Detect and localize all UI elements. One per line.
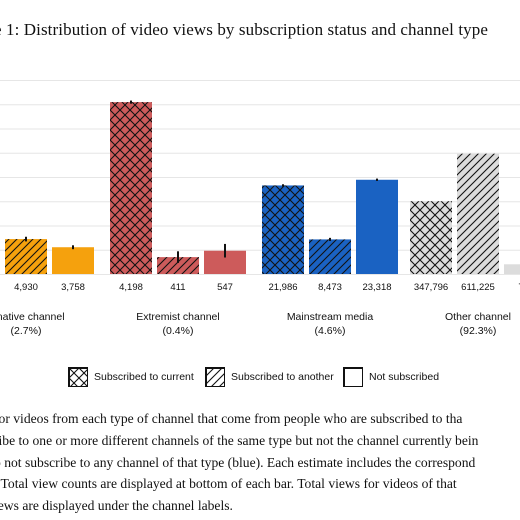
bar-count-label: 72, [518, 282, 520, 293]
bar [52, 247, 94, 274]
bar-count-label: 411 [170, 282, 185, 293]
category-share-label: (0.4%) [163, 325, 194, 337]
bar-count-label: 21,986 [268, 282, 297, 293]
bar-hatch [157, 257, 199, 274]
category-label: Extremist channel [136, 311, 219, 323]
bar [504, 264, 520, 274]
category-share-label: (2.7%) [11, 325, 42, 337]
figure-caption: for videos from each type of channel tha… [0, 408, 520, 517]
bar-count-label: 611,225 [461, 282, 495, 293]
category-label: Other channel [445, 311, 511, 323]
bar-count-label: 4,930 [14, 282, 38, 293]
bar-hatch [262, 185, 304, 274]
bar-count-label: 347,796 [414, 282, 448, 293]
bar-hatch [5, 239, 47, 274]
caption-line: iews are displayed under the channel lab… [0, 498, 233, 514]
category-label: Mainstream media [287, 311, 374, 323]
bar-count-label: 3,758 [61, 282, 85, 293]
figure-title: e 1: Distribution of video views by subs… [0, 20, 488, 39]
bar-count-label: 23,318 [362, 282, 391, 293]
legend-item-not-subscribed: Not subscribed [343, 366, 439, 388]
bar [204, 250, 246, 274]
legend-label: Not subscribed [369, 371, 440, 383]
bars-layer [5, 100, 520, 274]
bar [356, 179, 398, 274]
diagonal-swatch-icon [205, 367, 225, 387]
labels-layer: 4,930 3,758 ernative channel (2.7%) 4,198 411… [0, 282, 520, 337]
caption-line: o not subscribe to any channel of that t… [0, 454, 476, 470]
bar-hatch [457, 153, 499, 274]
legend-item-subscribed-another: Subscribed to another [205, 366, 334, 388]
legend-label: Subscribed to current [94, 371, 194, 383]
caption-line: ribe to one or more different channels o… [0, 432, 479, 448]
grouped-bar-chart: 4,930 3,758 ernative channel (2.7%) 4,198 411… [0, 80, 520, 337]
legend-label: Subscribed to another [231, 371, 334, 383]
empty-swatch-icon [343, 367, 363, 387]
category-share-label: (4.6%) [315, 325, 346, 337]
caption-line: for videos from each type of channel tha… [0, 411, 463, 426]
bar-count-label: 8,473 [318, 282, 342, 293]
category-share-label: (92.3%) [460, 325, 497, 337]
bar-hatch [110, 102, 152, 274]
legend-item-subscribed-current: Subscribed to current [68, 366, 194, 388]
caption-line: . Total view counts are displayed at bot… [0, 476, 457, 492]
bar-hatch [410, 201, 452, 274]
bar-count-label: 4,198 [119, 282, 143, 293]
legend: Subscribed to current Subscribed to anot… [0, 366, 520, 390]
crosshatch-swatch-icon [68, 367, 88, 387]
bar-hatch [309, 239, 351, 274]
category-label: ernative channel [0, 311, 65, 323]
bar-count-label: 547 [217, 282, 233, 293]
